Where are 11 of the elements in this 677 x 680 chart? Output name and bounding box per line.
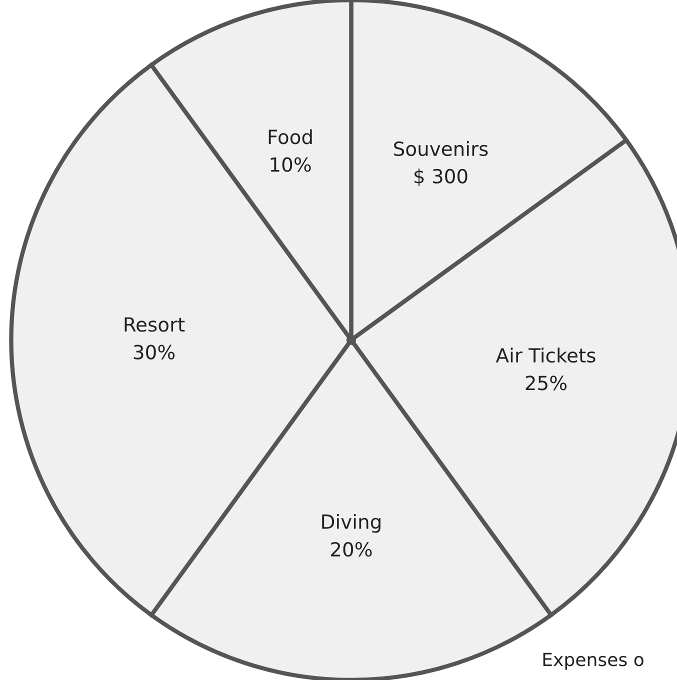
slice-label: Souvenirs [394, 141, 488, 156]
slice-label: Air Tickets [496, 348, 596, 363]
slice-label: Diving [322, 514, 380, 533]
data-label: 20% [331, 542, 372, 557]
data-label: 10% [270, 157, 311, 172]
data-label: 25% [526, 376, 567, 390]
data-label: 30% [134, 344, 175, 360]
text: Expenses o [543, 652, 644, 670]
text: $ 300 [414, 168, 468, 186]
slice-label: Resort [124, 317, 185, 332]
slice-label: Food [268, 129, 312, 144]
